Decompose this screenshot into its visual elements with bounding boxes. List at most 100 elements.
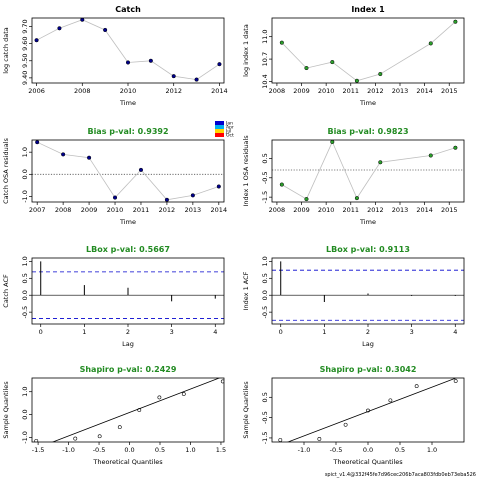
data-point xyxy=(112,195,118,200)
y-axis-label: log index 1 data xyxy=(242,24,250,77)
panel-frame xyxy=(271,377,465,443)
x-tick-label: 2011 xyxy=(133,206,150,214)
panel-index_acf: LBox p-val: 0.9113 0 1 2 3 4 -0.5 0.0 0.5 1.0 Lag I… xyxy=(242,245,465,348)
x-tick-label: 2 xyxy=(366,328,370,336)
x-tick-label: -1.0 xyxy=(62,446,75,454)
y-tick-label: 11.0 xyxy=(261,29,269,43)
data-point xyxy=(304,66,309,71)
legend-label: Oct xyxy=(226,133,234,139)
x-axis-label: Time xyxy=(359,218,376,226)
y-axis-label: Index 1 OSA residuals xyxy=(242,135,250,207)
qq-point xyxy=(366,408,370,413)
x-axis-label: Time xyxy=(359,99,376,107)
x-tick-label: 2012 xyxy=(165,87,182,95)
y-axis-label: Catch OSA residuals xyxy=(2,137,10,203)
series-line xyxy=(281,21,456,82)
panel-marks xyxy=(32,261,224,319)
panel-frame xyxy=(31,17,225,84)
x-axis-label: Time xyxy=(119,99,136,107)
x-tick-label: 1.0 xyxy=(185,446,195,454)
data-point xyxy=(125,60,131,65)
qq-point xyxy=(388,398,393,403)
panel-title: Shapiro p-val: 0.2429 xyxy=(80,365,177,374)
y-tick-label: 0.0 xyxy=(21,169,29,179)
legend-swatch xyxy=(215,125,224,129)
x-tick-label: 2 xyxy=(126,328,130,336)
panel-frame xyxy=(271,17,465,84)
data-point xyxy=(103,27,108,33)
qq-point xyxy=(414,384,419,389)
x-tick-label: 0.0 xyxy=(124,446,134,454)
data-point xyxy=(61,152,66,157)
data-point xyxy=(279,182,284,187)
qq-point xyxy=(157,395,162,400)
x-tick-label: -1.5 xyxy=(32,446,45,454)
data-point xyxy=(80,18,85,22)
x-tick-label: 0.5 xyxy=(395,446,405,454)
panel-index: Index 1 2008 2009 2010 2011 2012 2013 2014 2015 1… xyxy=(242,5,465,107)
legend-swatch xyxy=(215,133,224,137)
y-tick-label: 10.7 xyxy=(261,52,269,66)
panel-title: LBox p-val: 0.5667 xyxy=(86,245,170,254)
data-point xyxy=(148,58,153,63)
x-tick-label: 2014 xyxy=(416,87,433,95)
x-tick-label: 2012 xyxy=(159,206,176,214)
legend-swatch xyxy=(215,121,224,125)
qq-point xyxy=(181,392,186,396)
x-tick-label: 1 xyxy=(82,328,86,336)
data-point xyxy=(378,71,383,77)
series-line xyxy=(37,141,219,201)
data-point xyxy=(304,197,309,202)
x-tick-label: 0.5 xyxy=(155,446,165,454)
x-tick-label: -1.0 xyxy=(298,446,311,454)
y-axis-label: Sample Quantiles xyxy=(2,381,10,439)
x-tick-label: 2009 xyxy=(81,206,98,214)
y-tick-label: 0.5 xyxy=(261,153,269,163)
panel-catch_osa: Bias p-val: 0.9392 2007 2008 2009 2010 2011 20… xyxy=(2,127,227,226)
data-point xyxy=(330,60,335,65)
data-point xyxy=(216,184,221,189)
x-tick-label: 0.0 xyxy=(363,446,373,454)
data-point xyxy=(87,155,92,160)
panel-catch_acf: LBox p-val: 0.5667 0 1 2 3 4 -0.5 0.0 0.5 1.0 Lag C… xyxy=(2,245,225,348)
panel-frame xyxy=(31,377,225,443)
panel-title: Index 1 xyxy=(351,5,385,14)
panel-marks xyxy=(278,378,458,442)
x-tick-label: 3 xyxy=(410,328,414,336)
x-tick-label: 1.0 xyxy=(427,446,437,454)
x-tick-label: 0 xyxy=(279,328,283,336)
y-tick-label: 0.0 xyxy=(21,409,29,419)
panel-frame xyxy=(31,139,225,203)
qq-point xyxy=(453,379,458,383)
qq-point xyxy=(317,437,322,441)
panel-title: Bias p-val: 0.9823 xyxy=(327,127,408,136)
x-tick-label: 2008 xyxy=(269,206,286,214)
data-point xyxy=(354,78,359,83)
x-tick-label: 2010 xyxy=(318,87,335,95)
x-tick-label: 2006 xyxy=(28,87,45,95)
x-tick-label: 0 xyxy=(39,328,43,336)
panel-index_osa: Bias p-val: 0.9823 2008 2009 2010 2011 2012 20… xyxy=(242,127,465,226)
qq-point xyxy=(73,436,78,441)
x-tick-label: 2013 xyxy=(185,206,202,214)
data-point xyxy=(164,197,169,202)
x-tick-label: 1 xyxy=(322,328,326,336)
x-tick-label: 2008 xyxy=(74,87,91,95)
y-tick-label: 1.0 xyxy=(21,256,29,266)
data-point xyxy=(453,19,458,24)
x-tick-label: -0.5 xyxy=(330,446,343,454)
panel-marks xyxy=(34,378,224,442)
y-tick-label: 1.0 xyxy=(21,147,29,157)
x-tick-label: -0.5 xyxy=(93,446,106,454)
x-tick-label: 2013 xyxy=(392,206,409,214)
qq-point xyxy=(97,434,102,439)
y-tick-label: -1.5 xyxy=(261,432,269,445)
qq-point xyxy=(278,438,283,442)
data-point xyxy=(34,38,39,43)
data-point xyxy=(57,26,62,31)
x-tick-label: 2012 xyxy=(367,206,384,214)
legend-label: Jan xyxy=(225,121,233,127)
x-tick-label: 2007 xyxy=(29,206,46,214)
